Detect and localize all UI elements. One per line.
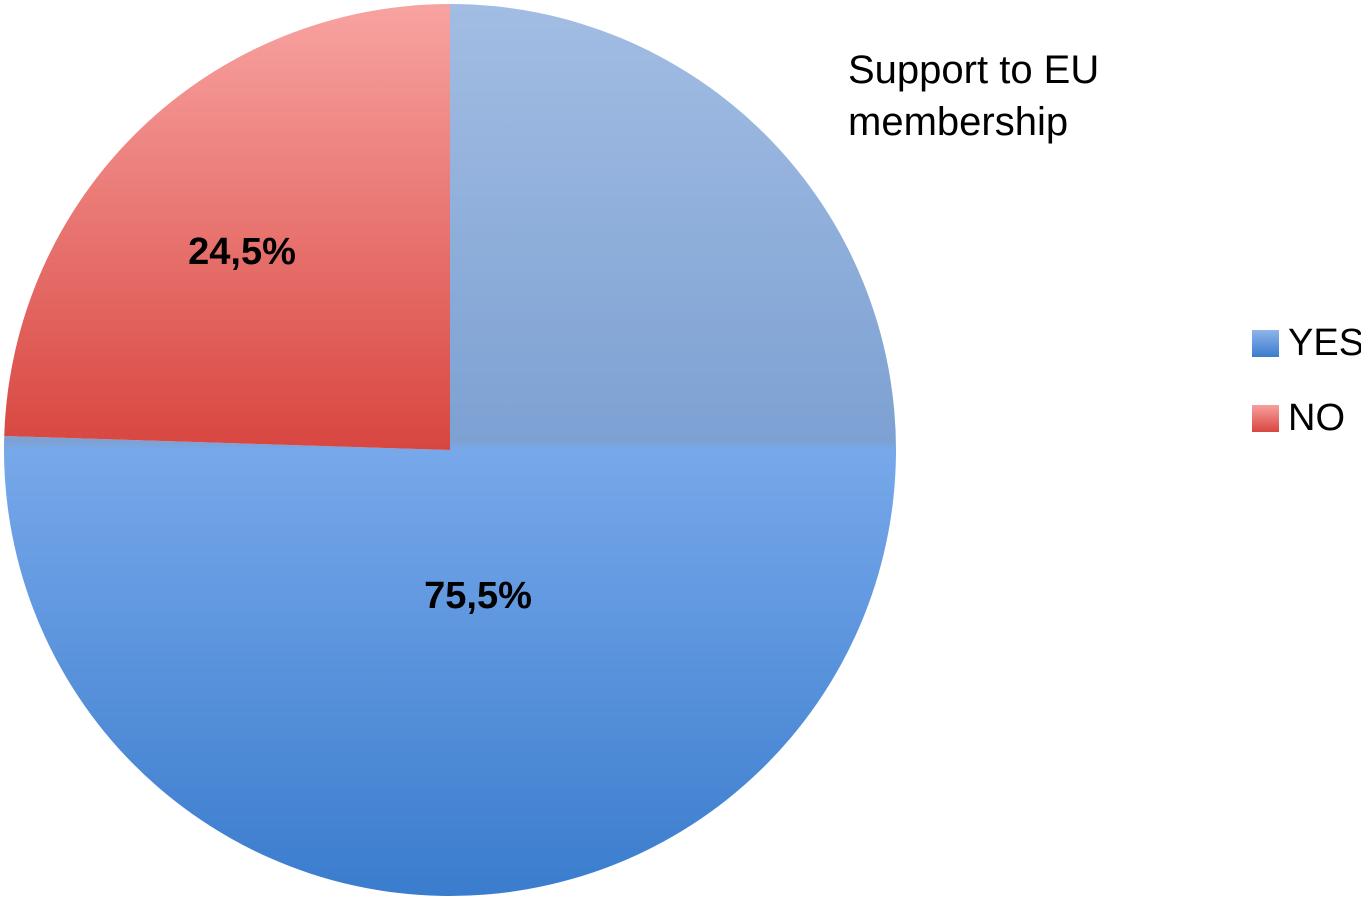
legend-item-no: NO (1252, 393, 1361, 443)
pie-slice-no (4, 4, 451, 450)
legend-swatch-no (1252, 404, 1279, 432)
legend-item-yes: YES (1252, 318, 1361, 368)
legend-label-no: NO (1288, 397, 1345, 439)
data-label-yes: 75,5% (424, 575, 532, 617)
legend-label-yes: YES (1288, 322, 1361, 364)
data-label-no: 24,5% (188, 231, 296, 273)
legend: YES NO (1252, 318, 1361, 468)
chart-title: Support to EU membership (848, 48, 1100, 144)
legend-swatch-yes (1252, 329, 1279, 357)
pie-slice-yes (4, 4, 897, 896)
